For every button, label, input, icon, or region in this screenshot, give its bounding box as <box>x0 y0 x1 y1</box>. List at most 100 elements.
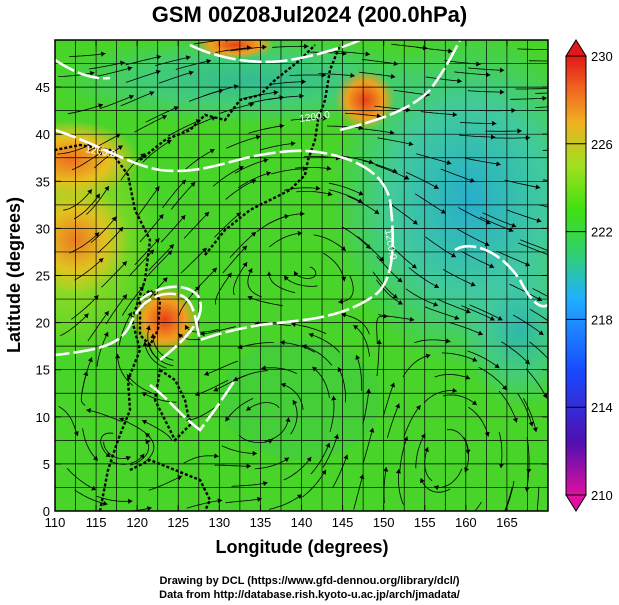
streamline <box>268 271 296 294</box>
streamline <box>296 191 333 196</box>
streamline <box>145 106 179 123</box>
streamline <box>261 367 297 375</box>
streamline-arrowhead <box>353 325 359 330</box>
streamline-arrowhead <box>312 366 318 372</box>
y-axis: 0 5 10 15 20 25 30 35 40 45 <box>36 80 548 519</box>
streamline <box>221 445 257 454</box>
streamline <box>353 324 370 357</box>
streamline-arrowhead <box>95 193 100 199</box>
streamline <box>204 360 239 376</box>
temperature-field <box>55 40 548 511</box>
streamline <box>423 390 458 403</box>
streamline <box>269 494 303 510</box>
streamline <box>376 279 403 305</box>
streamline-arrowhead <box>325 442 331 448</box>
streamline <box>284 187 321 191</box>
streamline-arrowhead <box>494 363 500 369</box>
lat-lon-grid <box>55 40 548 511</box>
streamline-arrowhead <box>119 417 125 423</box>
streamline <box>137 186 160 216</box>
streamline <box>506 209 542 222</box>
streamline-arrowhead <box>98 151 104 156</box>
streamline-arrowhead <box>204 371 210 376</box>
streamline-arrowhead <box>340 246 346 251</box>
streamline <box>328 182 364 196</box>
streamline <box>442 268 476 287</box>
streamline-arrowhead <box>102 500 108 506</box>
colorbar: 230 226 222 218 214 210 <box>565 39 613 512</box>
x-axis-label: Longitude (degrees) <box>215 537 388 557</box>
streamline-arrowhead <box>290 141 296 147</box>
x-tick-label: 135 <box>250 515 272 530</box>
streamline <box>458 134 496 138</box>
streamline <box>146 250 173 277</box>
streamline-arrowhead <box>338 299 343 305</box>
streamline <box>144 341 167 369</box>
colorbar-tick-label: 218 <box>591 312 613 327</box>
colorbar-min-arrow <box>565 494 587 512</box>
streamline-arrowhead <box>409 316 415 322</box>
streamline-arrowhead <box>173 106 179 111</box>
streamline <box>517 242 548 256</box>
y-tick-label: 5 <box>43 457 50 472</box>
streamline-arrowhead <box>490 134 496 140</box>
streamline <box>337 155 374 164</box>
streamline-arrowhead <box>92 455 98 461</box>
streamline-arrowhead <box>404 175 410 180</box>
streamline <box>359 71 396 78</box>
streamline-arrowhead <box>301 344 307 350</box>
streamline <box>200 326 236 335</box>
streamline-arrowhead <box>308 332 314 338</box>
streamline-arrowhead <box>517 128 522 134</box>
streamline-arrowhead <box>376 339 382 345</box>
streamline-arrowhead <box>525 135 531 141</box>
streamline-arrowhead <box>145 432 150 438</box>
streamline-arrowhead <box>555 325 560 330</box>
streamline-arrowhead <box>200 331 205 337</box>
streamline-arrowhead <box>139 453 145 459</box>
streamline-arrowhead <box>528 421 534 427</box>
streamline-arrowhead <box>206 58 212 64</box>
streamline <box>347 195 380 215</box>
streamline <box>520 239 548 251</box>
streamline-arrowhead <box>292 399 298 405</box>
streamline-arrowhead <box>358 190 364 196</box>
x-tick-label: 120 <box>126 515 148 530</box>
streamline <box>362 427 374 464</box>
streamline-arrowhead <box>73 431 79 437</box>
streamline-arrowhead <box>559 302 564 306</box>
streamline <box>414 339 451 344</box>
streamline <box>332 454 348 489</box>
streamline <box>58 72 95 77</box>
colorbar-tick-label: 210 <box>591 488 613 503</box>
streamline-arrowhead <box>448 48 453 54</box>
streamline-arrowhead <box>284 457 290 463</box>
streamline-arrowhead <box>343 454 349 460</box>
streamline <box>269 213 305 224</box>
streamline-arrowhead <box>146 506 152 511</box>
streamline-arrowhead <box>291 321 296 327</box>
streamline-arrowhead <box>425 353 431 359</box>
streamline <box>467 350 500 369</box>
streamline-arrowhead <box>390 73 396 79</box>
streamline <box>414 193 447 214</box>
y-tick-label: 30 <box>36 221 50 236</box>
contour-label: 1200.0 <box>382 229 398 261</box>
streamline-arrowhead <box>500 89 505 95</box>
streamline-arrowhead <box>154 186 160 192</box>
streamline <box>294 167 332 170</box>
streamline-arrowhead <box>142 419 148 425</box>
streamline-arrowhead <box>122 261 127 267</box>
streamline-arrowhead <box>549 249 554 254</box>
streamline <box>420 477 451 493</box>
streamline <box>337 367 346 403</box>
x-tick-label: 160 <box>455 515 477 530</box>
streamline <box>186 404 220 421</box>
streamline-arrowhead <box>214 453 219 459</box>
streamline <box>271 168 308 175</box>
streamline <box>454 71 491 76</box>
streamline-arrowhead <box>261 365 266 371</box>
x-tick-label: 115 <box>86 515 107 530</box>
streamline-arrowhead <box>512 417 518 423</box>
streamline <box>510 97 547 100</box>
